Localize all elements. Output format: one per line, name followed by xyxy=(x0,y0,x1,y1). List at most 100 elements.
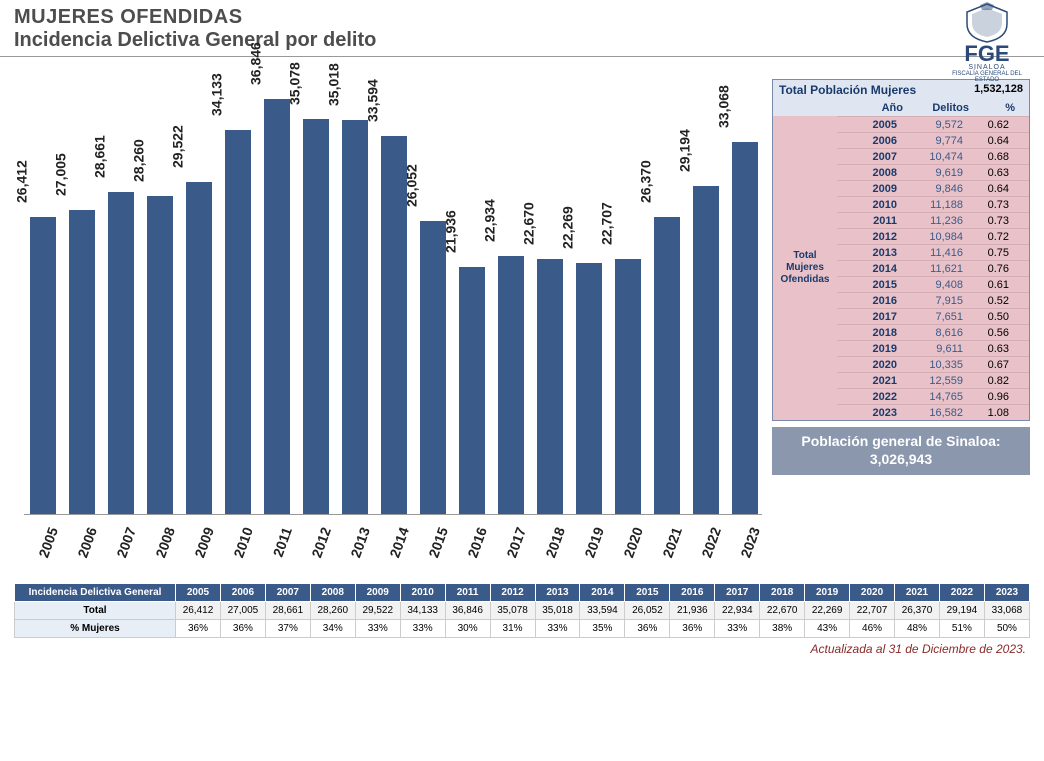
summary-total-cell: 26,412 xyxy=(176,602,221,620)
pop-table-row: 20167,9150.52 xyxy=(837,292,1029,308)
summary-year-header: 2019 xyxy=(805,584,850,602)
bar-value-label: 33,068 xyxy=(716,85,732,128)
pop-row-year: 2015 xyxy=(837,279,897,291)
summary-total-cell: 36,846 xyxy=(445,602,490,620)
x-axis-label: 2022 xyxy=(688,525,724,587)
pop-row-delitos: 10,335 xyxy=(897,359,963,371)
col-year: Año xyxy=(843,102,903,114)
pop-table-row: 202316,5821.08 xyxy=(837,404,1029,420)
x-axis-label: 2011 xyxy=(259,525,295,587)
chart-plot-area: 26,41227,00528,66128,26029,52234,13336,8… xyxy=(24,65,762,515)
pop-header-label: Total Población Mujeres xyxy=(779,83,974,97)
summary-year-header: 2006 xyxy=(220,584,265,602)
x-axis-label: 2009 xyxy=(181,525,217,587)
bar-value-label: 22,707 xyxy=(599,202,615,245)
pop-row-delitos: 10,474 xyxy=(897,151,963,163)
summary-year-header: 2009 xyxy=(355,584,400,602)
pop-row-year: 2009 xyxy=(837,183,897,195)
summary-pct-cell: 48% xyxy=(895,620,940,638)
pop-row-pct: 0.82 xyxy=(963,375,1013,387)
pop-row-delitos: 9,619 xyxy=(897,167,963,179)
bar-rect xyxy=(30,217,56,514)
x-axis-label: 2007 xyxy=(103,525,139,587)
pop-row-delitos: 9,408 xyxy=(897,279,963,291)
pop-row-delitos: 12,559 xyxy=(897,375,963,387)
pop-row-delitos: 7,651 xyxy=(897,311,963,323)
pop-table-columns: Año Delitos % xyxy=(773,100,1029,116)
summary-total-cell: 35,018 xyxy=(535,602,580,620)
pop-row-delitos: 11,621 xyxy=(897,263,963,275)
bar-value-label: 29,194 xyxy=(677,129,693,172)
pop-table-row: 20099,8460.64 xyxy=(837,180,1029,196)
bar-value-label: 22,934 xyxy=(482,199,498,242)
summary-total-cell: 34,133 xyxy=(400,602,445,620)
pop-row-delitos: 9,611 xyxy=(897,343,963,355)
pop-row-pct: 1.08 xyxy=(963,407,1013,419)
x-axis-label: 2017 xyxy=(493,525,529,587)
pop-table-row: 20188,6160.56 xyxy=(837,324,1029,340)
pop-row-year: 2020 xyxy=(837,359,897,371)
bar-rect xyxy=(576,263,602,514)
pop-row-delitos: 8,616 xyxy=(897,327,963,339)
summary-total-cell: 29,194 xyxy=(939,602,984,620)
bar-value-label: 26,370 xyxy=(638,161,654,204)
summary-year-header: 2008 xyxy=(310,584,355,602)
pop-row-pct: 0.67 xyxy=(963,359,1013,371)
pop-row-year: 2016 xyxy=(837,295,897,307)
chart-bar: 28,661 xyxy=(108,192,134,514)
summary-total-cell: 22,707 xyxy=(850,602,895,620)
summary-table-header-row: Incidencia Delictiva General200520062007… xyxy=(15,584,1030,602)
pop-table-row: 201210,9840.72 xyxy=(837,228,1029,244)
pop-row-delitos: 11,188 xyxy=(897,199,963,211)
bar-rect xyxy=(420,221,446,514)
pop-row-year: 2014 xyxy=(837,263,897,275)
summary-total-cell: 35,078 xyxy=(490,602,535,620)
pop-row-pct: 0.73 xyxy=(963,215,1013,227)
x-axis-label: 2019 xyxy=(571,525,607,587)
summary-pct-cell: 33% xyxy=(715,620,760,638)
chart-bar: 33,068 xyxy=(732,142,758,514)
summary-pct-cell: 33% xyxy=(535,620,580,638)
pop-table-row: 202214,7650.96 xyxy=(837,388,1029,404)
bar-value-label: 21,936 xyxy=(443,210,459,253)
summary-year-header: 2013 xyxy=(535,584,580,602)
bar-value-label: 29,522 xyxy=(170,125,186,168)
chart-bar: 36,846 xyxy=(264,99,290,514)
bar-value-label: 33,594 xyxy=(365,79,381,122)
bar-rect xyxy=(147,196,173,514)
bar-value-label: 28,661 xyxy=(92,135,108,178)
chart-bar: 22,269 xyxy=(576,263,602,514)
summary-total-cell: 26,370 xyxy=(895,602,940,620)
summary-total-cell: 29,522 xyxy=(355,602,400,620)
bar-value-label: 27,005 xyxy=(53,153,69,196)
bar-value-label: 35,078 xyxy=(287,63,303,106)
pop-row-pct: 0.75 xyxy=(963,247,1013,259)
pop-row-year: 2017 xyxy=(837,311,897,323)
pop-row-pct: 0.68 xyxy=(963,151,1013,163)
chart-bar: 22,670 xyxy=(537,259,563,514)
x-axis-label: 2018 xyxy=(532,525,568,587)
pop-row-pct: 0.50 xyxy=(963,311,1013,323)
summary-year-header: 2023 xyxy=(984,584,1029,602)
summary-pct-cell: 31% xyxy=(490,620,535,638)
chart-bar: 22,707 xyxy=(615,259,641,514)
pop-row-delitos: 11,416 xyxy=(897,247,963,259)
summary-pct-cell: 50% xyxy=(984,620,1029,638)
pop-row-year: 2008 xyxy=(837,167,897,179)
summary-total-cell: 22,670 xyxy=(760,602,805,620)
pop-table-row: 201311,4160.75 xyxy=(837,244,1029,260)
bar-rect xyxy=(69,210,95,514)
summary-table-total-row: Total26,41227,00528,66128,26029,52234,13… xyxy=(15,602,1030,620)
main-content-row: 26,41227,00528,66128,26029,52234,13336,8… xyxy=(0,57,1044,577)
summary-pct-cell: 46% xyxy=(850,620,895,638)
bar-chart: 26,41227,00528,66128,26029,52234,13336,8… xyxy=(14,65,762,577)
x-axis-label: 2008 xyxy=(142,525,178,587)
x-axis-label: 2013 xyxy=(337,525,373,587)
pop-row-year: 2018 xyxy=(837,327,897,339)
summary-pct-cell: 33% xyxy=(400,620,445,638)
bar-rect xyxy=(615,259,641,514)
chart-bar: 26,052 xyxy=(420,221,446,514)
summary-pct-cell: 33% xyxy=(355,620,400,638)
pop-table-row: 201411,6210.76 xyxy=(837,260,1029,276)
page-header: MUJERES OFENDIDAS Incidencia Delictiva G… xyxy=(0,0,1044,57)
